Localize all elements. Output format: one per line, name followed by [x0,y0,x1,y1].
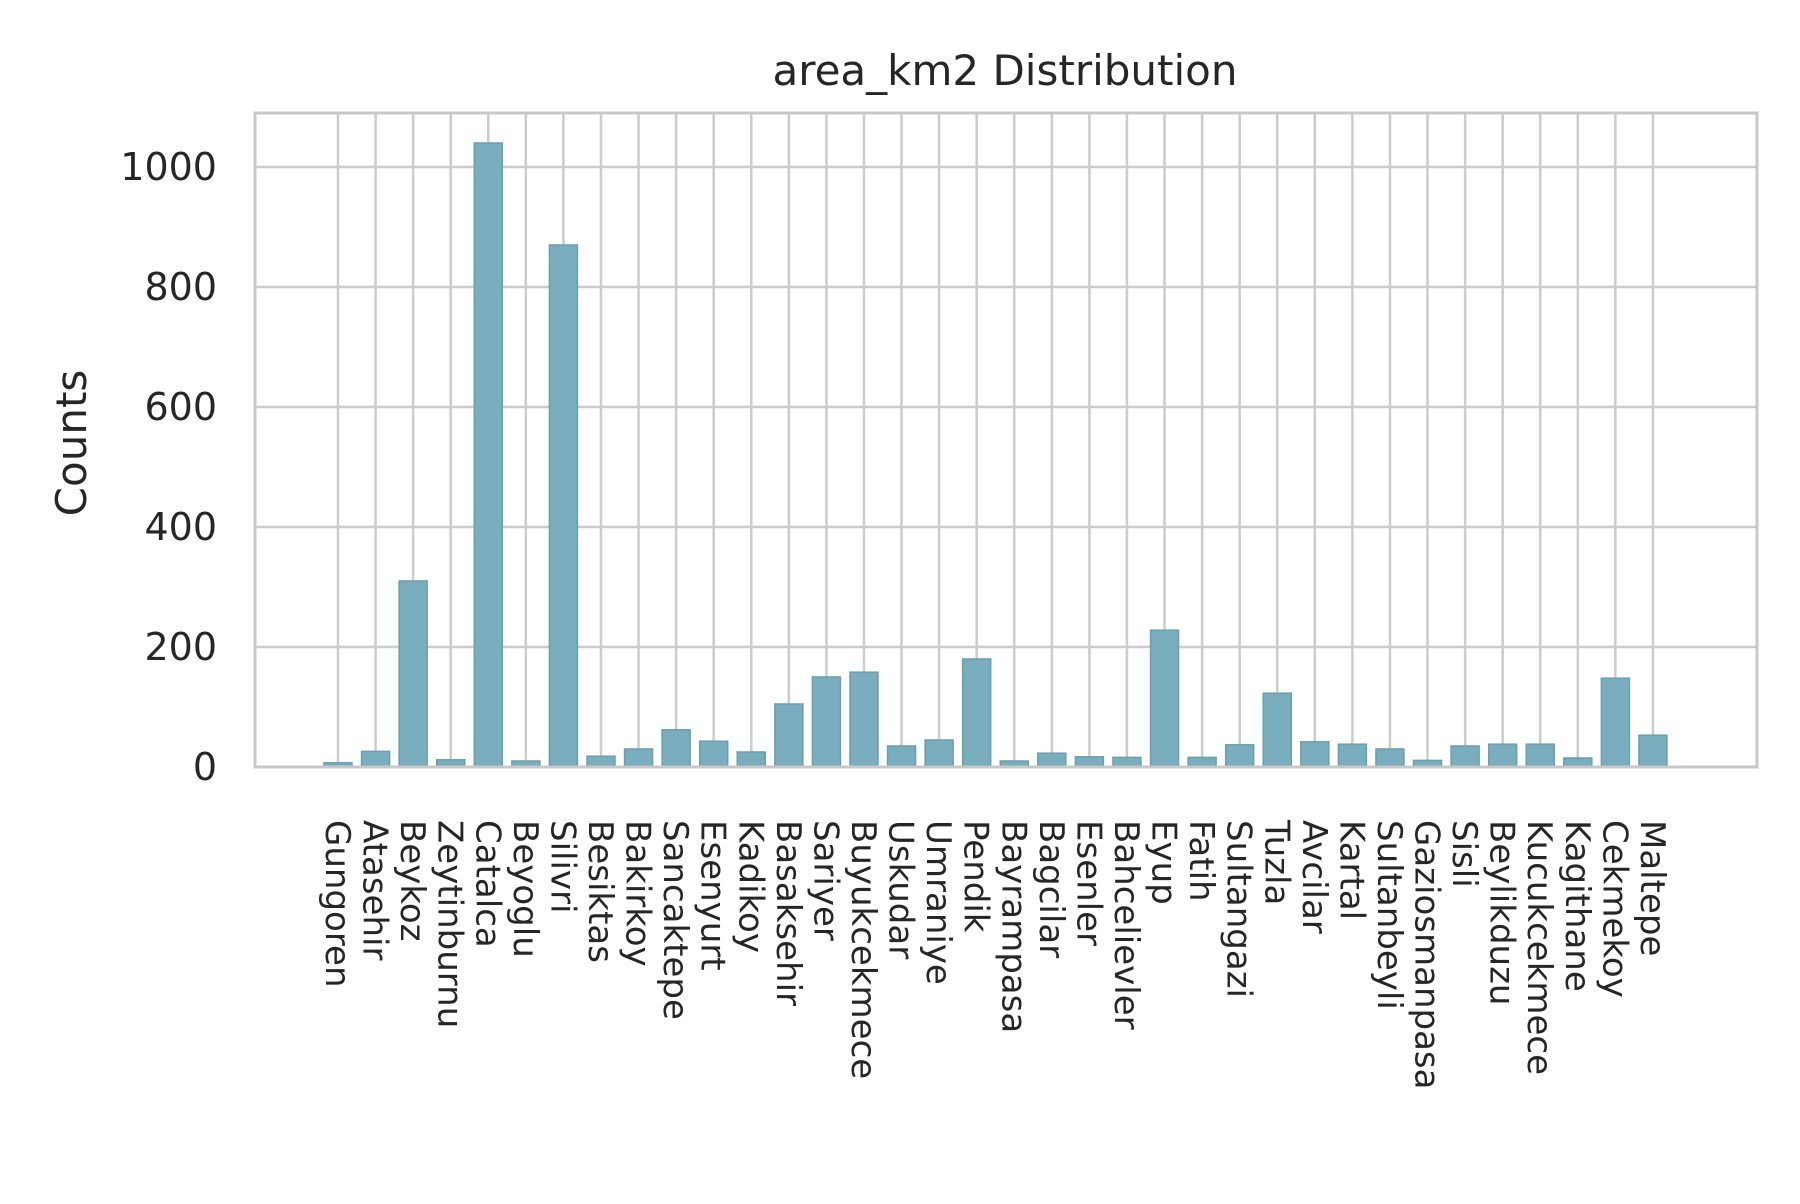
y-axis-label: Counts [47,370,96,517]
bar-uskudar [886,745,917,768]
bar-pendik [961,658,992,768]
x-tick-label: Bakirkoy [618,820,658,967]
x-tick-label: Bahcelievler [1106,820,1146,1030]
x-tick-label: Avcilar [1294,820,1334,934]
x-tick-label: Zeytinburnu [430,820,470,1028]
bar-atasehir [360,750,391,768]
bar-cekmekoy [1600,677,1631,768]
y-tick-label: 200 [144,625,217,669]
bar-kadikoy [736,751,767,768]
x-tick-label: Silivri [542,820,582,913]
y-tick-label: 600 [144,385,217,429]
bar-besiktas [586,755,616,768]
x-tick-label: Sariyer [805,820,845,941]
bar-sultanbeyli [1375,748,1405,768]
y-tick-label: 400 [144,505,217,549]
bar-silivri [548,244,579,768]
bar-buyukcekmece [849,671,879,768]
x-tick-label: Umraniye [918,820,958,985]
bar-eyup [1149,629,1180,768]
bar-beykoz [398,580,428,768]
bar-umraniye [924,739,954,768]
bar-sisli [1450,745,1480,768]
bar-kucukcekmece [1525,743,1555,768]
x-tick-label: Esenler [1068,820,1108,946]
x-tick-label: Beyoglu [505,820,545,958]
x-tick-label: Sultangazi [1219,820,1259,998]
x-tick-label: Catalca [467,820,507,948]
x-tick-label: Kagithane [1557,820,1597,992]
x-tick-label: Eyup [1144,820,1184,905]
x-tick-label: Cekmekoy [1594,820,1634,998]
x-tick-label: Kucukcekmece [1519,820,1559,1075]
x-tick-label: Bayrampasa [993,820,1033,1033]
x-tick-label: Pendik [956,820,996,933]
y-tick-label: 0 [193,745,217,789]
bar-bagcilar [1037,752,1067,768]
x-tick-label: Buyukcekmece [843,820,883,1079]
x-tick-label: Beylikduzu [1482,820,1522,1005]
x-tick-label: Kadikoy [730,820,770,953]
plot-frame [253,111,1759,769]
x-tick-label: Sultanbeyli [1369,820,1409,1010]
bar-bakirkoy [623,748,654,768]
bar-sultangazi [1224,744,1255,768]
bar-catalca [473,142,504,768]
x-axis-ticks: GungorenAtasehirBeykozZeytinburnuCatalca… [317,819,1672,1089]
bar-avcilar [1300,741,1330,768]
bar-beylikduzu [1487,743,1518,768]
x-tick-label: Maltepe [1632,820,1672,956]
bar-maltepe [1638,734,1668,768]
bar-basaksehir [774,703,804,768]
bar-esenler [1074,756,1105,768]
x-tick-label: Uskudar [881,820,921,959]
x-tick-label: Atasehir [355,820,395,960]
y-axis-ticks: 0 200 400 600 800 1000 [120,145,217,789]
bar-kartal [1337,743,1368,768]
x-tick-label: Beykoz [392,820,432,942]
bar-sancaktepe [661,729,691,768]
x-tick-label: Sancaktepe [655,820,695,1020]
x-tick-label: Fatih [1181,820,1221,902]
y-tick-label: 800 [144,265,217,309]
x-tick-label: Basaksehir [768,820,808,1006]
x-tick-label: Tuzla [1256,819,1296,905]
bar-esenyurt [698,740,729,768]
x-tick-label: Kartal [1331,820,1371,920]
bar-tuzla [1262,692,1292,768]
bar-sariyer [811,676,842,768]
y-tick-label: 1000 [120,145,217,189]
x-tick-label: Bagcilar [1031,820,1071,958]
x-tick-label: Gungoren [317,820,357,988]
x-tick-label: Gaziosmanpasa [1407,820,1447,1089]
bars [323,142,1668,768]
chart-title: area_km2 Distribution [773,46,1238,95]
x-tick-label: Besiktas [580,820,620,963]
x-tick-label: Esenyurt [693,820,733,971]
x-tick-label: Sisli [1444,820,1484,888]
